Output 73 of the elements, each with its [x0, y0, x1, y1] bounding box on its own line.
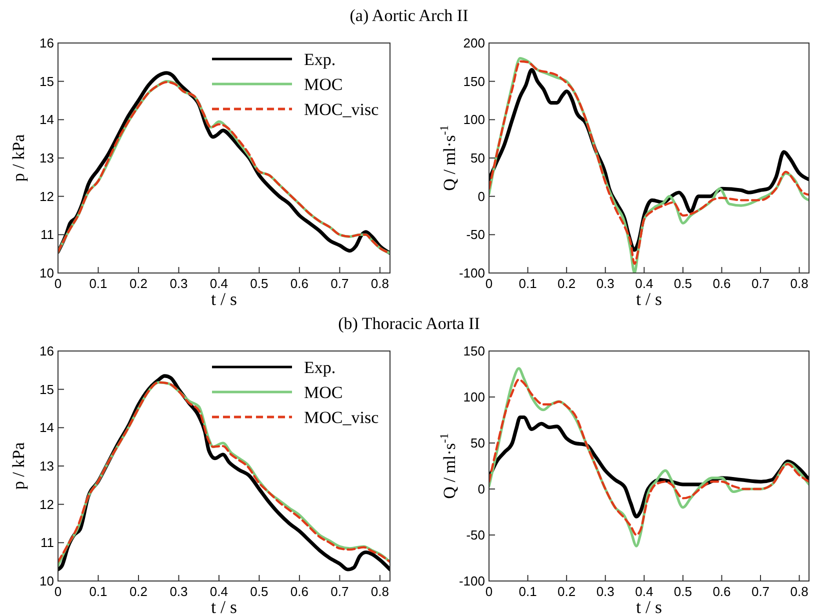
x-tick-label: 0.6 [290, 584, 308, 599]
x-tick-label: 0.8 [790, 276, 808, 291]
y-tick-label: 10 [40, 574, 54, 588]
x-tick-label: 0.7 [751, 276, 770, 291]
x-tick-label: 0.7 [751, 584, 770, 599]
y-tick-label: 14 [40, 420, 54, 436]
x-tick-label: 0.2 [558, 584, 576, 599]
x-axis-title: t / s [210, 597, 238, 614]
x-tick-label: 0.5 [250, 584, 268, 599]
x-tick-label: 0.4 [210, 276, 228, 291]
x-tick-label: 0.4 [635, 276, 654, 291]
x-tick-label: 0.5 [250, 276, 268, 291]
y-tick-label: 11 [40, 227, 54, 242]
x-tick-label: 0.8 [370, 584, 389, 599]
y-axis-title: p / kPa [9, 442, 28, 490]
x-tick-label: 0.3 [596, 584, 614, 599]
x-tick-label: 0.2 [129, 276, 148, 291]
legend-label: Exp. [304, 50, 336, 69]
y-tick-label: 16 [40, 36, 54, 50]
x-tick-label: 0.2 [129, 584, 148, 599]
legend-label: MOC [304, 383, 343, 402]
y-tick-label: 0 [478, 482, 485, 496]
x-tick-label: 0.5 [674, 584, 692, 599]
y-tick-label: 15 [40, 382, 54, 397]
x-tick-label: 0.6 [712, 584, 731, 599]
y-tick-label: 12 [40, 188, 54, 204]
x-tick-label: 0.2 [558, 276, 576, 291]
y-tick-label: 100 [463, 112, 485, 128]
y-tick-label: 50 [470, 150, 485, 166]
y-tick-label: -100 [458, 266, 485, 280]
x-tick-label: 0.5 [674, 276, 692, 291]
y-tick-label: 13 [40, 150, 54, 166]
y-axis-title: p / kPa [9, 134, 28, 182]
x-tick-label: 0.8 [370, 276, 389, 291]
y-tick-label: 16 [40, 344, 54, 358]
y-tick-label: 10 [40, 266, 54, 280]
y-tick-label: 50 [470, 436, 485, 450]
y-tick-label: 150 [463, 344, 485, 358]
x-tick-label: 0.1 [518, 276, 537, 291]
x-tick-label: 0.1 [89, 584, 108, 599]
y-tick-label: 13 [40, 458, 54, 474]
x-tick-label: 0.1 [518, 584, 537, 599]
x-axis-title: t / s [210, 289, 238, 309]
y-tick-label: 100 [463, 390, 485, 404]
y-tick-label: 15 [40, 74, 54, 89]
chart-title: (b) Thoracic Aorta II [338, 314, 480, 333]
x-tick-label: 0.4 [635, 584, 654, 599]
legend-label: MOC_visc [304, 408, 380, 427]
x-tick-label: 0.6 [712, 276, 731, 291]
x-axis-title: t / s [636, 289, 662, 309]
y-tick-label: 12 [40, 496, 54, 512]
x-tick-label: 0.7 [330, 584, 349, 599]
x-tick-label: 0.4 [210, 584, 228, 599]
y-tick-label: 200 [463, 36, 485, 50]
x-tick-label: 0.8 [790, 584, 808, 599]
x-tick-label: 0.3 [596, 276, 614, 291]
legend-label: MOC [304, 75, 343, 94]
x-tick-label: 0.6 [290, 276, 308, 291]
legend-label: Exp. [304, 358, 336, 377]
legend-label: MOC_visc [304, 100, 380, 119]
y-tick-label: 150 [463, 74, 485, 89]
y-tick-label: 11 [40, 535, 54, 550]
y-tick-label: -50 [466, 227, 485, 242]
y-tick-label: 0 [478, 188, 485, 204]
x-tick-label: 0.3 [170, 276, 188, 291]
x-tick-label: 0.7 [330, 276, 349, 291]
y-tick-label: -50 [466, 528, 485, 542]
y-tick-label: 14 [40, 112, 54, 128]
y-tick-label: -100 [458, 574, 485, 588]
chart-title: (a) Aortic Arch II [350, 6, 469, 25]
x-axis-title: t / s [636, 597, 662, 614]
x-tick-label: 0.3 [170, 584, 188, 599]
x-tick-label: 0.1 [89, 276, 108, 291]
